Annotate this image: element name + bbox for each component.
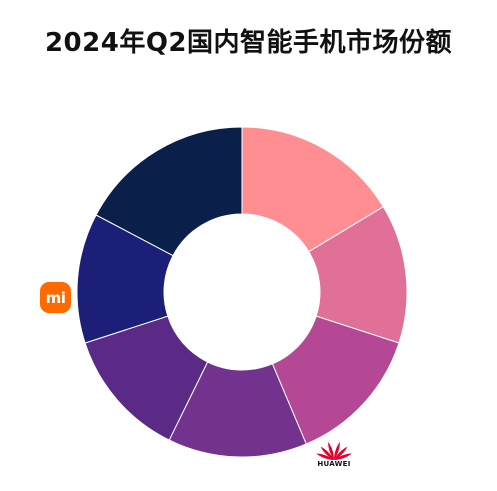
donut-slice-7 <box>95 126 243 257</box>
huawei-petals-icon <box>316 441 352 460</box>
xiaomi-logo: mi <box>40 282 71 313</box>
xiaomi-logo-text: mi <box>45 288 66 307</box>
huawei-logo: HUAWEI <box>312 438 356 472</box>
huawei-wordmark: HUAWEI <box>317 460 351 468</box>
donut-slice-1 <box>241 126 384 253</box>
chart-title: 2024年Q2国内智能手机市场份额 <box>44 28 453 58</box>
